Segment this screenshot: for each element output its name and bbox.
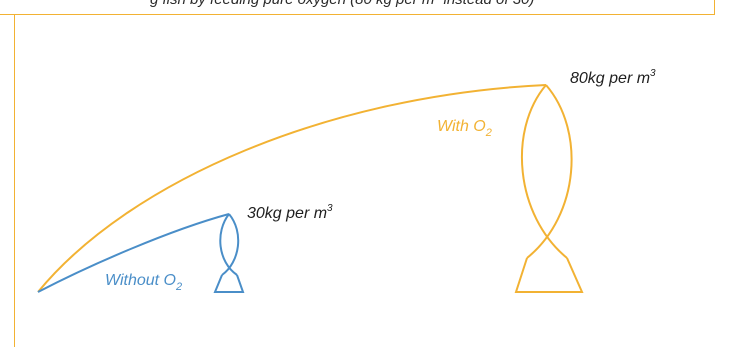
- top-border-line: [0, 14, 715, 15]
- left-border-line: [14, 14, 15, 347]
- small-fish-density-label: 30kg per m3: [247, 203, 333, 222]
- right-border-tick: [714, 0, 715, 15]
- with-oxygen-curve: [37, 84, 547, 293]
- caption-text: g fish by feeding pure oxygen (80 kg per…: [150, 0, 534, 8]
- with-oxygen-label: With O2: [437, 118, 492, 139]
- without-oxygen-label: Without O2: [105, 272, 182, 293]
- without-oxygen-curve: [37, 213, 230, 293]
- large-fish-density-label: 80kg per m3: [570, 68, 656, 87]
- large-fish-icon: [514, 84, 584, 293]
- small-fish-icon: [213, 213, 245, 293]
